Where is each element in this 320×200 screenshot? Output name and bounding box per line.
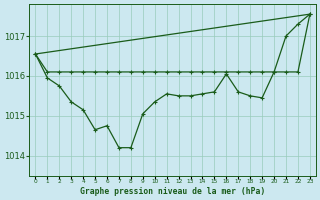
X-axis label: Graphe pression niveau de la mer (hPa): Graphe pression niveau de la mer (hPa) (80, 187, 265, 196)
